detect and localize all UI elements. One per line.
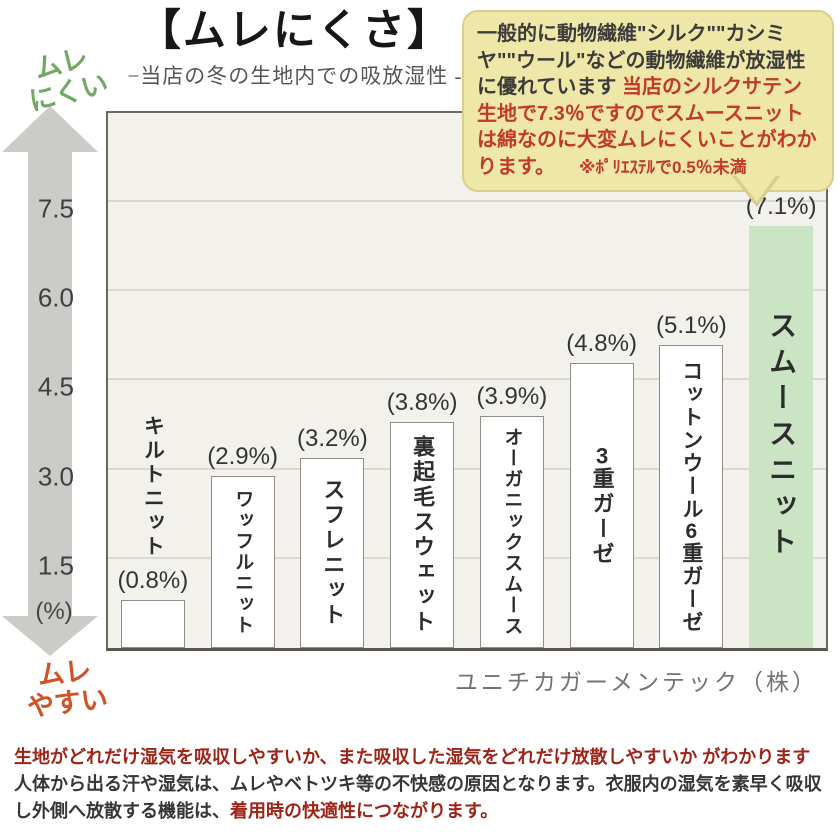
gridline — [108, 468, 826, 470]
bars-container: キルトニット (0.8%) (2.9%) ワッフルニット (3.2%) スフレニット (3.… — [108, 113, 826, 648]
gridline — [108, 557, 826, 559]
y-axis-unit-label: (%) — [35, 598, 73, 625]
bar-label: ワッフルニット — [232, 488, 254, 636]
bar-8: スムースニット — [749, 226, 814, 648]
bubble-note-polyester: ※ﾎﾟﾘｴｽﾃﾙで0.5％未満 — [579, 157, 747, 177]
footer-line3-red: 着用時の快適性につながります。 — [230, 801, 499, 821]
gridline — [108, 200, 826, 202]
bar-value-label: (5.1%) — [656, 312, 727, 339]
bar-1 — [120, 600, 185, 648]
footer-line3: し外側へ放散する機能は、着用時の快適性につながります。 — [14, 798, 828, 825]
bar-6: 3重ガーゼ — [569, 363, 634, 648]
footer-line1: 生地がどれだけ湿気を吸収しやすいか、また吸収した湿気をどれだけ放散しやすいか が… — [14, 747, 811, 767]
bar-label: キルトニット — [141, 415, 165, 559]
bar-label: スムースニット — [766, 311, 798, 563]
gridline — [108, 378, 826, 380]
page-subtitle: −当店の冬の生地内での吸放湿性 - — [127, 63, 463, 88]
header: 【ムレにくさ】 −当店の冬の生地内での吸放湿性 - — [80, 6, 510, 90]
bar-5: オーガニックスムース — [479, 416, 544, 648]
y-axis-ticks: 1.5 3.0 4.5 6.0 7.5 — [0, 111, 96, 651]
bar-label: オーガニックスムース — [501, 427, 523, 637]
axis-label-more-stuffy: ムレ やすい — [5, 652, 127, 724]
y-tick-label: 3.0 — [37, 461, 74, 492]
bar-7: コットンウール6重ガーゼ — [659, 345, 724, 648]
bar-4: 裏起毛スウェット — [390, 422, 455, 648]
vertical-axis-arrow-icon — [2, 106, 98, 656]
bar-value-label: (2.9%) — [207, 443, 278, 470]
bar-slot-3: (3.2%) スフレニット — [288, 113, 378, 648]
bar-label: スフレニット — [320, 478, 346, 628]
y-tick-label: 7.5 — [37, 193, 74, 224]
bar-value-label: (3.9%) — [476, 383, 548, 410]
bar-value-label: (3.2%) — [297, 425, 368, 452]
bar-slot-4: (3.8%) 裏起毛スウェット — [377, 113, 467, 648]
bar-slot-2: (2.9%) ワッフルニット — [198, 113, 288, 648]
gridline — [108, 289, 826, 291]
bar-slot-8: (7.1%) スムースニット — [736, 113, 826, 648]
page-title: 【ムレにくさ】 — [137, 8, 453, 55]
bar-3: スフレニット — [300, 458, 365, 648]
bar-slot-5: (3.9%) オーガニックスムース — [467, 113, 557, 648]
bar-label: 3重ガーゼ — [589, 444, 615, 567]
plot-area: キルトニット (0.8%) (2.9%) ワッフルニット (3.2%) スフレニット (3.… — [106, 111, 828, 651]
y-tick-label: 1.5 — [37, 550, 74, 581]
source-attribution: ユニチカガーメンテック（株） — [454, 670, 818, 695]
bar-label: 裏起毛スウェット — [410, 435, 436, 635]
footer-line3-black: し外側へ放散する機能は、 — [14, 801, 230, 821]
annotation-bubble: 一般的に動物繊維"シルク""カシミヤ""ウール"などの動物繊維が放湿性に優れてい… — [462, 10, 834, 192]
bar-slot-6: (4.8%) 3重ガーゼ — [557, 113, 647, 648]
footer-line2: 人体から出る汗や湿気は、ムレやベトツキ等の不快感の原因となります。衣服内の湿気を… — [14, 774, 822, 794]
y-tick-label: 4.5 — [37, 371, 74, 402]
bubble-text-highlight: 当店のシルクサテン生地で7.3％ですのでスムースニットは綿なのに大変ムレにくいこ… — [477, 76, 817, 178]
bar-slot-1: キルトニット (0.8%) — [108, 113, 198, 648]
bar-slot-7: (5.1%) コットンウール6重ガーゼ — [647, 113, 737, 648]
footer-description: 生地がどれだけ湿気を吸収しやすいか、また吸収した湿気をどれだけ放散しやすいか が… — [14, 744, 828, 825]
bar-2: ワッフルニット — [210, 476, 275, 648]
bar-value-label: (0.8%) — [117, 567, 189, 594]
bar-value-label: (3.8%) — [386, 389, 458, 416]
bar-label: コットンウール6重ガーゼ — [679, 359, 703, 634]
axis-label-less-stuffy: ムレ にくい — [4, 36, 125, 121]
bar-value-label: (4.8%) — [566, 330, 637, 357]
bubble-text-general: 一般的に動物繊維"シルク""カシミヤ""ウール"などの動物繊維が放湿性に優れてい… — [477, 23, 806, 99]
y-tick-label: 6.0 — [37, 282, 74, 313]
